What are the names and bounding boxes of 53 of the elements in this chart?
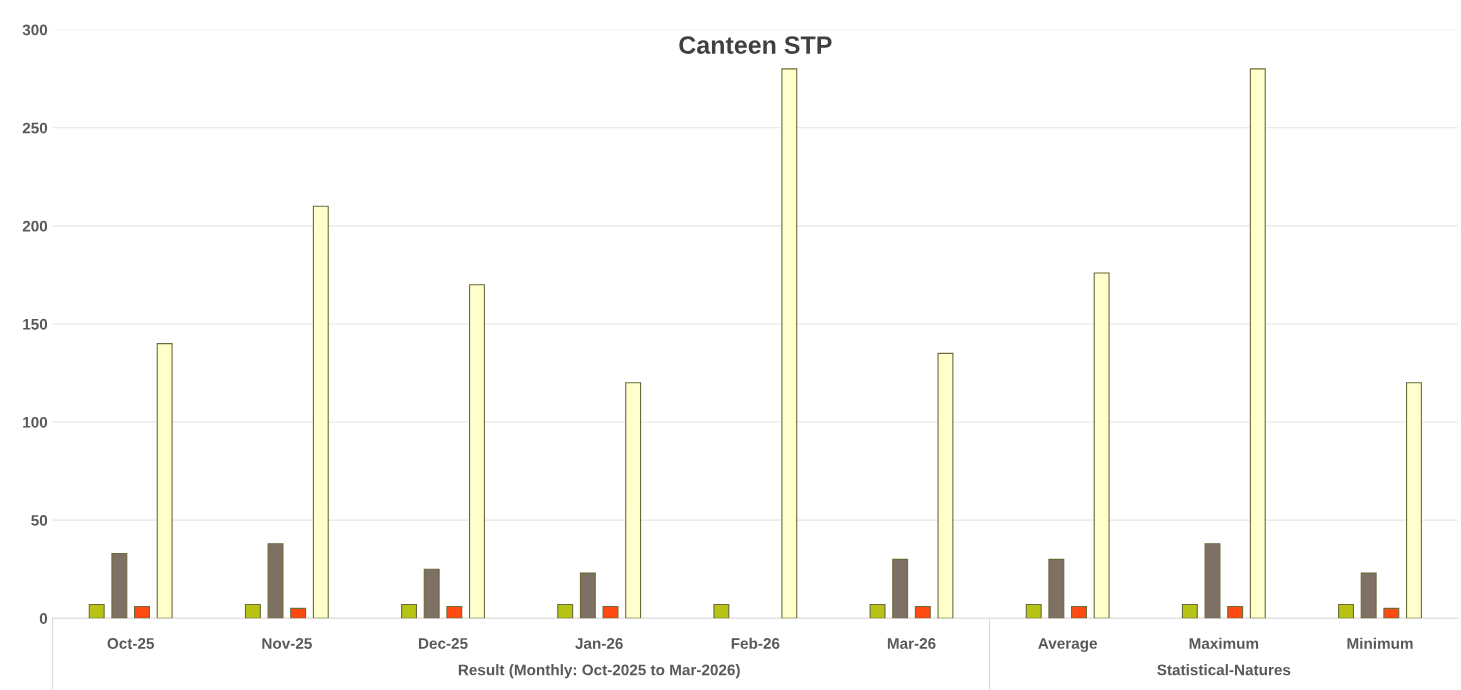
bar [401, 603, 418, 619]
text: Result (Monthly: Oct-2025 to Mar-2026) [458, 664, 740, 679]
y-tick-label: 50 [31, 515, 48, 526]
bar [1048, 558, 1065, 619]
bar [1181, 603, 1198, 619]
bar [602, 605, 619, 619]
bar [1227, 605, 1244, 619]
x-tick-label: Jan-26 [575, 638, 623, 649]
y-tick-label: 200 [22, 220, 48, 232]
bar [937, 352, 954, 619]
bar [156, 343, 173, 619]
x-tick-label: Average [1038, 638, 1098, 652]
bar [914, 605, 931, 619]
bar [423, 568, 440, 619]
bar [781, 68, 798, 619]
y-tick-label: 100 [23, 416, 48, 428]
x-tick-label: Maximum [1189, 637, 1259, 649]
y-tick-label: 300 [22, 24, 48, 36]
x-tick-label: Oct-25 [107, 638, 155, 649]
x-tick-label: Mar-26 [887, 638, 936, 649]
bar [1405, 382, 1422, 619]
bar [1025, 603, 1042, 619]
y-tick-label: 250 [22, 122, 48, 134]
chart-title: Canteen STP [679, 36, 832, 54]
x-tick-label: Minimum [1347, 637, 1413, 649]
bar [290, 607, 307, 619]
bar [869, 603, 886, 619]
bar [713, 603, 730, 619]
bar [267, 543, 284, 619]
bar [1093, 272, 1110, 619]
x-tick-label: Feb-26 [731, 637, 780, 649]
x-tick-label: Dec-25 [418, 638, 468, 649]
bar [446, 605, 463, 619]
bar [1249, 68, 1266, 619]
bar [134, 605, 150, 619]
bar [244, 603, 261, 619]
bar [469, 284, 485, 619]
x-tick-label: Nov-25 [262, 638, 312, 649]
bar [557, 603, 574, 619]
bar [111, 552, 128, 619]
bar [88, 603, 105, 619]
bar [892, 558, 909, 619]
text: Statistical-Natures [1157, 664, 1291, 676]
bar [1360, 572, 1377, 619]
y-tick-label: 150 [23, 318, 48, 330]
bar [579, 572, 596, 619]
bar [1338, 603, 1355, 619]
bar [312, 205, 329, 619]
bar [625, 382, 642, 619]
bar [1071, 605, 1087, 619]
y-tick-label: 0 [39, 613, 48, 624]
bar [1204, 543, 1221, 619]
bar [1383, 607, 1400, 619]
